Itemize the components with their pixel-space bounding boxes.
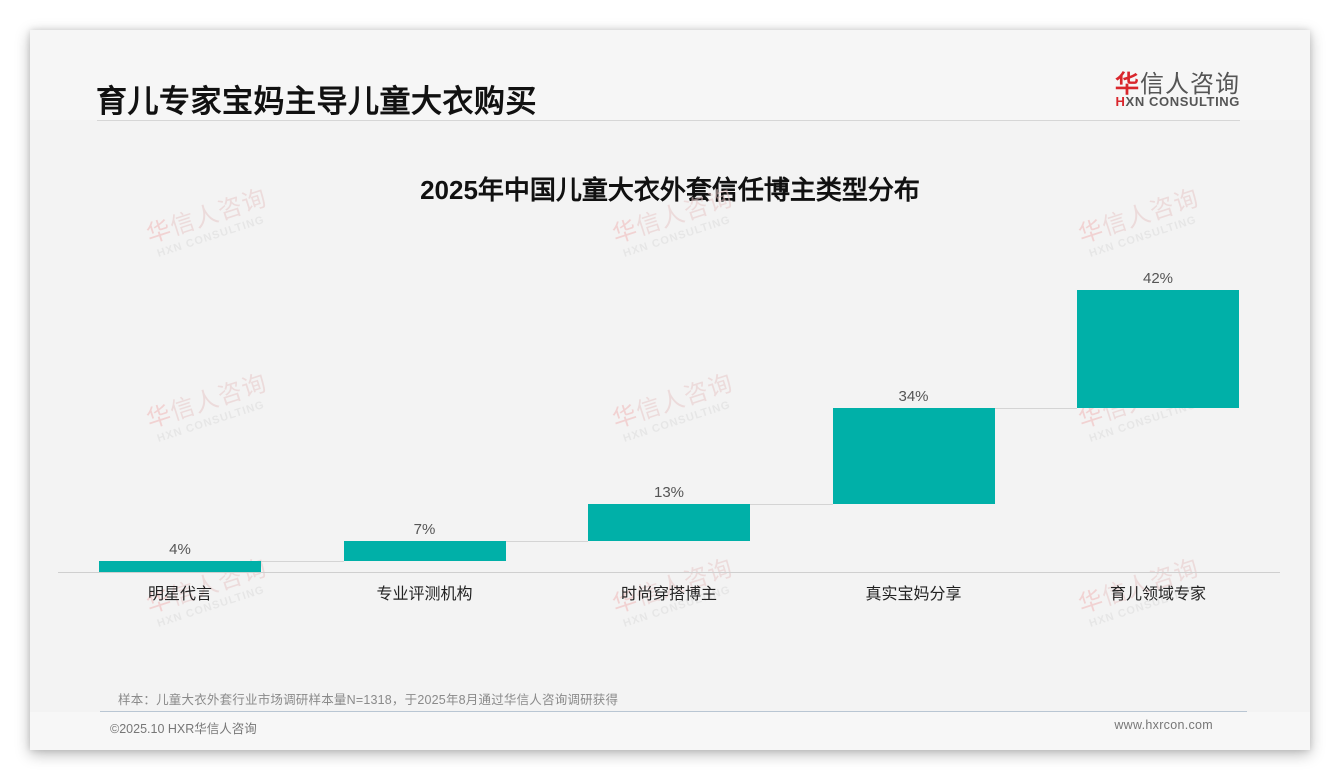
connector-line xyxy=(261,560,344,562)
bar xyxy=(343,540,506,561)
brand-logo: 华信人咨询 HXN CONSULTING xyxy=(1110,62,1250,112)
page-title: 育儿专家宝妈主导儿童大衣购买 xyxy=(96,84,537,119)
footer-divider xyxy=(100,711,1247,712)
bar xyxy=(99,560,261,572)
sample-note: 样本：儿童大衣外套行业市场调研样本量N=1318，于2025年8月通过华信人咨询… xyxy=(118,693,619,707)
bar xyxy=(1077,290,1239,409)
chart-title: 2025年中国儿童大衣外套信任博主类型分布 xyxy=(420,175,920,205)
x-axis-baseline xyxy=(58,572,1280,573)
category-label: 专业评测机构 xyxy=(376,586,473,603)
slide: 育儿专家宝妈主导儿童大衣购买 华信人咨询 HXN CONSULTING 2025… xyxy=(30,30,1310,750)
category-label: 育儿领域专家 xyxy=(1109,586,1206,603)
bar-value-label: 7% xyxy=(413,520,436,538)
category-label: 真实宝妈分享 xyxy=(865,586,962,603)
bar-value-label: 4% xyxy=(169,540,191,558)
bar-value-label: 13% xyxy=(653,484,685,502)
category-label: 明星代言 xyxy=(147,586,212,603)
connector-line xyxy=(750,504,833,506)
bar xyxy=(832,408,995,505)
bar xyxy=(588,504,750,541)
slide-header xyxy=(30,30,1310,120)
bar-value-label: 34% xyxy=(898,388,929,406)
connector-line xyxy=(505,540,588,542)
title-divider xyxy=(97,120,1240,121)
logo-cn: 华信人咨询 xyxy=(1115,71,1240,98)
copyright: ©2025.10 HXR华信人咨询 xyxy=(110,722,257,736)
logo-en: HXN CONSULTING xyxy=(1115,94,1240,109)
footer xyxy=(30,712,1310,750)
connector-line xyxy=(994,408,1077,410)
category-label: 时尚穿搭博主 xyxy=(620,586,717,603)
bar-value-label: 42% xyxy=(1142,270,1174,287)
website-link[interactable]: www.hxrcon.com xyxy=(1114,718,1213,732)
